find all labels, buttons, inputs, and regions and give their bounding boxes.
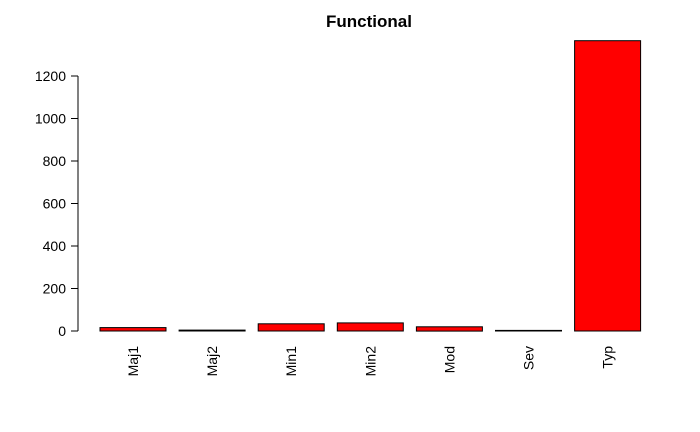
bar-maj2: [178, 329, 246, 332]
bar-sev: [495, 329, 562, 332]
bar-mod: [415, 326, 483, 332]
y-tick-label: 800: [43, 153, 67, 169]
x-tick-label-min2: Min2: [362, 346, 378, 377]
bar-typ: [574, 40, 642, 332]
chart-title: Functional: [326, 12, 412, 31]
bar-min2: [336, 322, 404, 332]
x-axis: Maj1 Maj2 Min1 Min2 Mod Sev Typ: [125, 346, 616, 377]
x-tick-label-typ: Typ: [600, 346, 616, 369]
y-axis: 0 200 400 600 800 1000 1200: [35, 68, 79, 339]
y-tick-label: 0: [58, 323, 66, 339]
bar-min1: [257, 323, 325, 332]
bar-maj1: [99, 327, 167, 332]
x-tick-label-min1: Min1: [283, 346, 299, 377]
x-tick-label-mod: Mod: [441, 346, 457, 373]
x-tick-label-maj1: Maj1: [125, 346, 141, 377]
bars-group: [99, 40, 642, 332]
y-tick-label: 1000: [35, 111, 66, 127]
y-tick-label: 600: [43, 196, 67, 212]
x-tick-label-sev: Sev: [521, 346, 537, 370]
y-tick-label: 400: [43, 238, 67, 254]
y-tick-label: 200: [43, 281, 67, 297]
y-tick-label: 1200: [35, 68, 66, 84]
x-tick-label-maj2: Maj2: [204, 346, 220, 377]
